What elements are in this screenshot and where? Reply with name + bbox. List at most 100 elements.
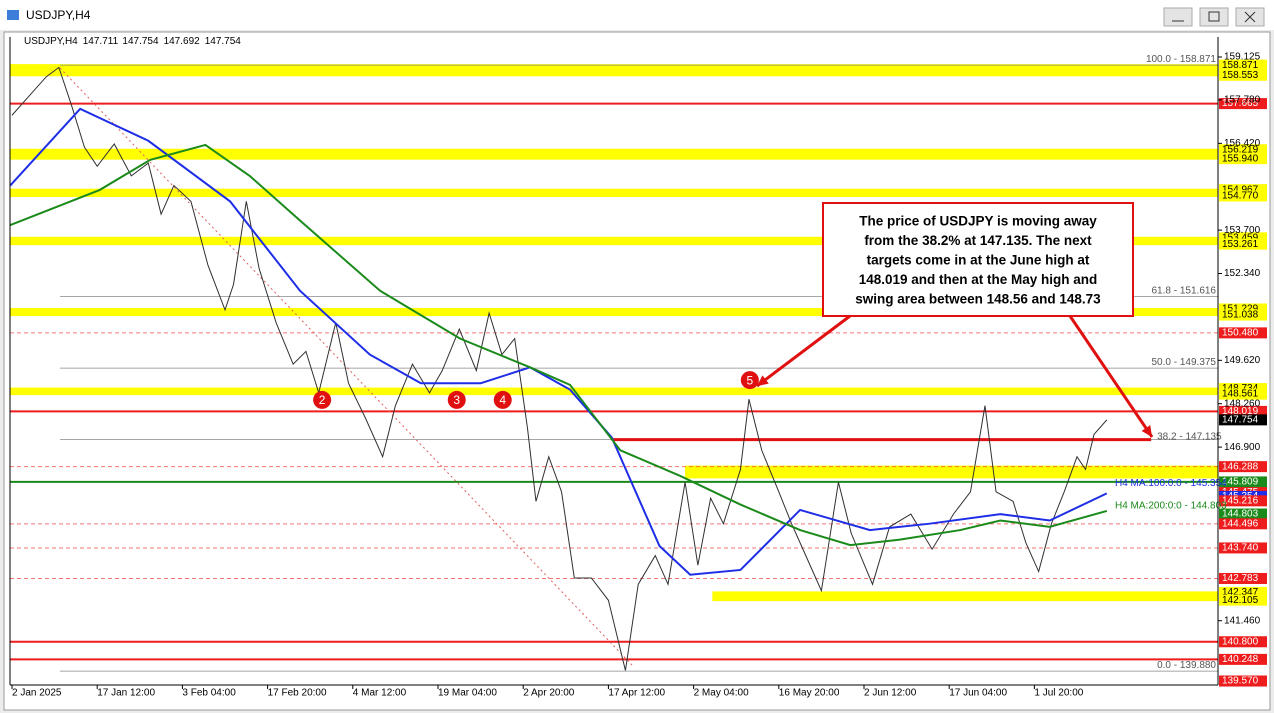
y-tick-label: 148.260: [1224, 398, 1261, 409]
level-label-box: [1219, 232, 1267, 244]
fib-label: 61.8 - 151.616: [1152, 285, 1217, 296]
level-label-box: [1219, 59, 1267, 71]
level-label-box: [1219, 144, 1267, 156]
chart-area: [3, 31, 1271, 711]
fib-label: 38.2 - 147.135: [1157, 431, 1222, 442]
callout-text: 148.019 and then at the May high and: [859, 272, 1098, 287]
callout-arrow: [756, 314, 851, 388]
level-label: 151.229: [1222, 304, 1259, 315]
level-label: 146.288: [1222, 461, 1259, 472]
minimize-button[interactable]: [1163, 7, 1193, 27]
level-label: 151.038: [1222, 310, 1259, 321]
annotation-label: 3: [453, 393, 460, 407]
y-tick-label: 149.620: [1224, 355, 1261, 366]
series-name: H4 MA:200:0:0 - 144.803: [1115, 501, 1227, 512]
series-name: H4 MA:100:0:0 - 145.354: [1115, 478, 1227, 489]
level-label: 147.754: [1222, 414, 1259, 425]
level-label: 158.553: [1222, 70, 1259, 81]
maximize-icon: [1208, 11, 1220, 22]
maximize-button[interactable]: [1199, 7, 1229, 27]
x-tick-label: 17 Apr 12:00: [608, 688, 665, 699]
x-tick-label: 2 Apr 20:00: [523, 688, 575, 699]
callout-box: [822, 202, 1134, 317]
callout-text: targets come in at the June high at: [867, 253, 1090, 268]
annotation-marker: [447, 390, 466, 409]
annotation-label: 4: [499, 393, 506, 407]
annotation-marker: [313, 390, 332, 409]
level-label-box: [1219, 518, 1267, 530]
level-label-box: [1219, 327, 1267, 339]
symbol: USDJPY,H4: [24, 36, 78, 47]
level-label-box: [1219, 476, 1267, 488]
x-tick-label: 17 Jun 04:00: [949, 688, 1007, 699]
callout-arrow: [1068, 315, 1154, 438]
annotation-label: 2: [319, 393, 326, 407]
level-label-box: [1219, 190, 1267, 202]
callout-text: swing area between 148.56 and 148.73: [855, 292, 1101, 307]
x-tick-label: 17 Jan 12:00: [97, 688, 155, 699]
level-label: 142.105: [1222, 595, 1259, 606]
level-label-box: [1219, 461, 1267, 473]
level-label-box: [1219, 653, 1267, 665]
title-bar: [0, 0, 1274, 30]
level-label: 158.871: [1222, 60, 1259, 71]
level-label: 143.740: [1222, 543, 1259, 554]
x-tick-label: 1 Jul 20:00: [1034, 688, 1083, 699]
ohlc-value: 147.711: [83, 36, 119, 47]
level-lines: [10, 64, 1218, 672]
zone: [10, 387, 1218, 396]
window-title: USDJPY,H4: [26, 8, 91, 22]
x-tick-label: 2 May 04:00: [694, 688, 749, 699]
annotation-label: 5: [746, 373, 753, 387]
level-label-box: [1219, 153, 1267, 165]
fib-label: 50.0 - 149.375: [1152, 357, 1217, 368]
level-label-box: [1219, 414, 1267, 426]
chart-header: USDJPY,H4 147.711 147.754 147.692 147.754: [24, 36, 241, 47]
level-label-box: [1219, 636, 1267, 648]
x-tick-label: 17 Feb 20:00: [268, 688, 327, 699]
level-label-box: [1219, 303, 1267, 315]
level-label: 145.809: [1222, 477, 1259, 488]
level-label: 148.019: [1222, 406, 1259, 417]
level-label: 140.248: [1222, 654, 1259, 665]
x-tick-label: 2 Jan 2025: [12, 688, 62, 699]
arrow-head: [757, 375, 769, 386]
series: [9, 66, 1108, 671]
level-label-box: [1219, 238, 1267, 250]
level-label-box: [1219, 572, 1267, 584]
fib-label: 100.0 - 158.871: [1146, 54, 1216, 65]
level-label-box: [1219, 98, 1267, 110]
level-label-box: [1219, 383, 1267, 395]
zone: [10, 64, 1218, 77]
level-label: 139.570: [1222, 676, 1259, 687]
level-label: 153.261: [1222, 239, 1259, 250]
y-tick-label: 153.700: [1224, 225, 1261, 236]
level-label: 154.770: [1222, 191, 1259, 202]
x-tick-label: 16 May 20:00: [779, 688, 840, 699]
y-tick-label: 152.340: [1224, 268, 1261, 279]
zones: [10, 64, 1218, 602]
level-label: 142.347: [1222, 587, 1259, 598]
level-label-box: [1219, 586, 1267, 598]
x-tick-label: 4 Mar 12:00: [353, 688, 407, 699]
level-label-box: [1219, 388, 1267, 400]
ohlc-value: 147.754: [122, 36, 159, 47]
level-label: 142.783: [1222, 573, 1259, 584]
x-tick-label: 2 Jun 12:00: [864, 688, 917, 699]
level-label-box: [1219, 508, 1267, 520]
zone: [10, 236, 1218, 246]
zone: [712, 591, 1218, 602]
zone: [10, 148, 1218, 160]
ohlc-value: 147.754: [205, 36, 242, 47]
level-label: 150.480: [1222, 328, 1259, 339]
level-label: 155.940: [1222, 153, 1259, 164]
level-label: 145.216: [1222, 495, 1259, 506]
callout-text: from the 38.2% at 147.135. The next: [864, 233, 1092, 248]
zone: [685, 465, 1218, 479]
zone: [10, 188, 1218, 197]
level-label: 148.561: [1222, 389, 1259, 400]
level-label: 154.967: [1222, 184, 1259, 195]
